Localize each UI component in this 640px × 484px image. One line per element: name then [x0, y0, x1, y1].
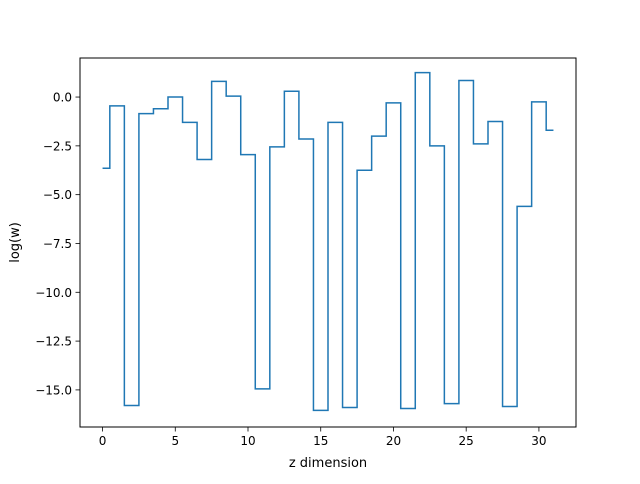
x-tick-label: 25	[459, 434, 474, 448]
y-tick-label: 0.0	[53, 91, 72, 105]
series-layer	[102, 71, 554, 412]
x-tick-label: 5	[171, 434, 179, 448]
x-tick-label: 10	[240, 434, 255, 448]
series-line-0	[102, 71, 554, 412]
x-tick-label: 30	[531, 434, 546, 448]
y-tick-label: −5.0	[43, 188, 72, 202]
y-axis-ticks: 0.0 −2.5 −5.0 −7.5 −10.0 −12.5 −15.0	[35, 91, 80, 397]
x-tick-label: 20	[386, 434, 401, 448]
y-tick-label: −7.5	[43, 237, 72, 251]
y-tick-label: −10.0	[35, 286, 72, 300]
x-axis-label: z dimension	[289, 456, 367, 471]
x-tick-label: 15	[313, 434, 328, 448]
y-tick-label: −2.5	[43, 139, 72, 153]
y-axis-label: log(w)	[8, 222, 23, 263]
plot-frame	[79, 57, 577, 428]
y-tick-label: −12.5	[35, 335, 72, 349]
x-axis-ticks: 0 5 10 15 20 25 30	[99, 427, 547, 448]
y-tick-label: −15.0	[35, 383, 72, 397]
x-tick-label: 0	[99, 434, 107, 448]
